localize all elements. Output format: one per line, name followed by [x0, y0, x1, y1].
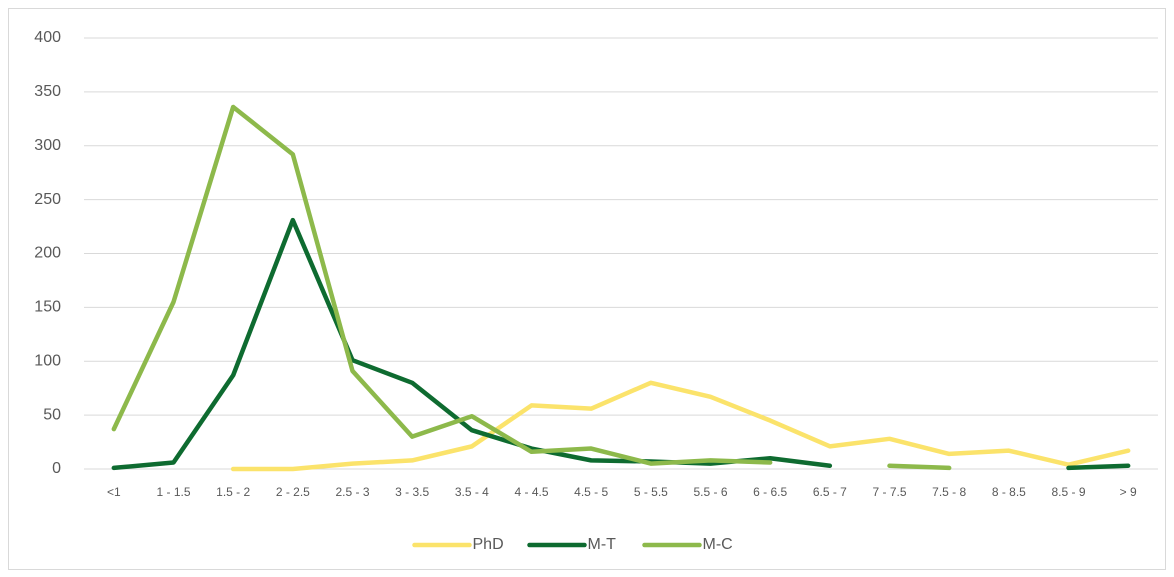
x-tick-label: 1.5 - 2: [216, 485, 250, 499]
y-tick-label: 250: [34, 191, 61, 208]
x-tick-label: 4 - 4.5: [514, 485, 548, 499]
x-tick-label: 5.5 - 6: [693, 485, 727, 499]
x-tick-label: 7.5 - 8: [932, 485, 966, 499]
series-line: [111, 217, 1131, 471]
legend-label: M-C: [703, 536, 733, 553]
x-tick-label: 6 - 6.5: [753, 485, 787, 499]
y-tick-label: 0: [52, 460, 61, 477]
legend-label: M-T: [588, 536, 617, 553]
series-line: [111, 104, 952, 471]
y-tick-label: 350: [34, 83, 61, 100]
y-tick-label: 200: [34, 245, 61, 262]
legend-label: PhD: [473, 536, 504, 553]
chart-border: [8, 8, 1166, 570]
x-tick-label: 8 - 8.5: [992, 485, 1026, 499]
x-tick-label: 3.5 - 4: [455, 485, 489, 499]
x-tick-label: 4.5 - 5: [574, 485, 608, 499]
x-tick-label: 7 - 7.5: [872, 485, 906, 499]
x-tick-label: 5 - 5.5: [634, 485, 668, 499]
y-tick-label: 300: [34, 137, 61, 154]
y-tick-label: 100: [34, 352, 61, 369]
x-tick-label: <1: [107, 485, 121, 499]
x-tick-label: 1 - 1.5: [156, 485, 190, 499]
x-tick-label: > 9: [1120, 485, 1137, 499]
x-tick-label: 6.5 - 7: [813, 485, 847, 499]
x-tick-label: 2.5 - 3: [335, 485, 369, 499]
y-tick-label: 400: [34, 29, 61, 46]
series-line: [230, 380, 1131, 472]
x-tick-label: 8.5 - 9: [1051, 485, 1085, 499]
x-tick-label: 2 - 2.5: [276, 485, 310, 499]
x-tick-label: 3 - 3.5: [395, 485, 429, 499]
y-tick-label: 150: [34, 299, 61, 316]
y-tick-label: 50: [43, 406, 61, 423]
